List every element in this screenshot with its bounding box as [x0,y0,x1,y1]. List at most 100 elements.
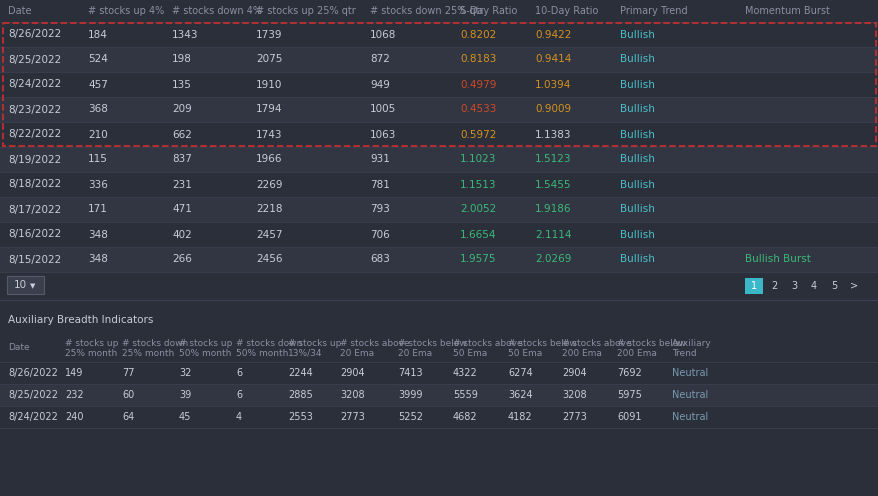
Text: 1.0394: 1.0394 [535,79,571,89]
Text: 231: 231 [172,180,191,189]
Text: # stocks up: # stocks up [179,338,232,348]
Text: 2075: 2075 [255,55,282,64]
Text: Bullish: Bullish [619,79,654,89]
Bar [0,22,878,47]
Text: 5252: 5252 [398,412,422,422]
Text: 7413: 7413 [398,368,422,378]
Text: Auxiliary Breadth Indicators: Auxiliary Breadth Indicators [8,315,153,325]
Text: 1063: 1063 [370,129,396,139]
Text: 5: 5 [830,281,836,291]
Text: 8/25/2022: 8/25/2022 [8,390,58,400]
Text: Bullish: Bullish [619,180,654,189]
Text: 0.4533: 0.4533 [459,105,496,115]
Text: 10-Day Ratio: 10-Day Ratio [535,6,598,16]
Bar [0,72,878,97]
Text: 8/19/2022: 8/19/2022 [8,154,61,165]
Text: 368: 368 [88,105,108,115]
Text: 20 Ema: 20 Ema [340,349,374,358]
Text: 2456: 2456 [255,254,282,264]
Text: 706: 706 [370,230,389,240]
Text: 3208: 3208 [340,390,364,400]
Text: 266: 266 [172,254,191,264]
Text: 1.1023: 1.1023 [459,154,496,165]
Text: 232: 232 [65,390,83,400]
Text: 32: 32 [179,368,191,378]
Text: 1.1513: 1.1513 [459,180,496,189]
Text: 3: 3 [790,281,796,291]
Text: 0.9422: 0.9422 [535,29,571,40]
Text: 1068: 1068 [370,29,396,40]
Text: 184: 184 [88,29,108,40]
Text: Bullish: Bullish [619,254,654,264]
Bar [0,362,878,384]
Text: 64: 64 [122,412,134,422]
Text: 0.9009: 0.9009 [535,105,571,115]
Text: 348: 348 [88,254,108,264]
Text: # stocks below: # stocks below [616,338,685,348]
Text: 683: 683 [370,254,390,264]
Text: 6: 6 [235,368,241,378]
Text: 1743: 1743 [255,129,282,139]
Text: 4322: 4322 [452,368,478,378]
Text: 25% month: 25% month [122,349,174,358]
Text: 200 Ema: 200 Ema [561,349,601,358]
Text: 0.5972: 0.5972 [459,129,496,139]
Text: 7692: 7692 [616,368,641,378]
Text: 2773: 2773 [340,412,364,422]
Text: 2: 2 [770,281,776,291]
Text: 336: 336 [88,180,108,189]
Text: 2457: 2457 [255,230,282,240]
Text: 781: 781 [370,180,390,189]
Text: 198: 198 [172,55,191,64]
Text: 8/26/2022: 8/26/2022 [8,368,58,378]
Text: 210: 210 [88,129,108,139]
Text: 20 Ema: 20 Ema [398,349,432,358]
Text: 5-Day Ratio: 5-Day Ratio [459,6,517,16]
Text: # stocks up: # stocks up [65,338,119,348]
Text: 2.0052: 2.0052 [459,204,496,214]
Text: 4: 4 [810,281,817,291]
Text: 25% month: 25% month [65,349,117,358]
Text: 1.1383: 1.1383 [535,129,571,139]
Bar [0,247,878,272]
Text: 524: 524 [88,55,108,64]
Text: 793: 793 [370,204,390,214]
Text: 8/17/2022: 8/17/2022 [8,204,61,214]
Text: # stocks up: # stocks up [288,338,341,348]
Text: 1.9186: 1.9186 [535,204,571,214]
Text: 60: 60 [122,390,134,400]
Text: 1739: 1739 [255,29,282,40]
Text: 39: 39 [179,390,191,400]
Text: 5559: 5559 [452,390,478,400]
Text: 1.9575: 1.9575 [459,254,496,264]
Text: 1005: 1005 [370,105,396,115]
Text: >: > [849,281,857,291]
Text: 8/16/2022: 8/16/2022 [8,230,61,240]
Text: 171: 171 [88,204,108,214]
Text: 0.4979: 0.4979 [459,79,496,89]
Bar [0,197,878,222]
Text: 8/15/2022: 8/15/2022 [8,254,61,264]
Text: 50 Ema: 50 Ema [452,349,486,358]
Text: Momentum Burst: Momentum Burst [745,6,829,16]
Text: Bullish: Bullish [619,204,654,214]
Text: 2218: 2218 [255,204,282,214]
Text: 8/26/2022: 8/26/2022 [8,29,61,40]
Text: 471: 471 [172,204,191,214]
Text: 13%/34: 13%/34 [288,349,322,358]
Text: Bullish: Bullish [619,129,654,139]
Text: # stocks below: # stocks below [398,338,466,348]
Text: 1.5123: 1.5123 [535,154,571,165]
Text: # stocks down: # stocks down [235,338,302,348]
Text: 6274: 6274 [507,368,532,378]
Text: 402: 402 [172,230,191,240]
Text: 0.9414: 0.9414 [535,55,571,64]
Text: # stocks down 4%: # stocks down 4% [172,6,262,16]
Bar [0,384,878,406]
Text: Bullish: Bullish [619,105,654,115]
Bar [0,222,878,247]
Bar [0,147,878,172]
Text: # stocks down 25% qtr: # stocks down 25% qtr [370,6,483,16]
Text: 872: 872 [370,55,390,64]
Text: Bullish: Bullish [619,230,654,240]
